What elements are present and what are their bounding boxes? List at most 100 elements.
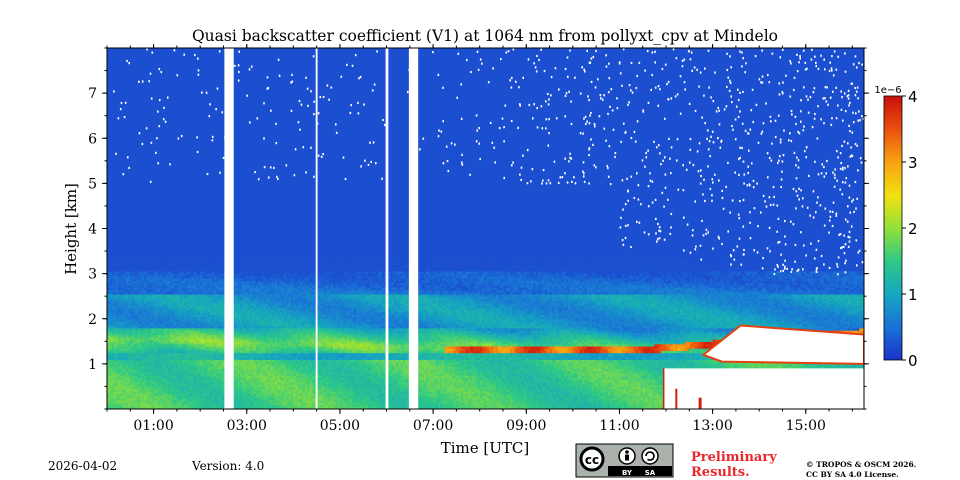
heatmap-cell [139,278,143,281]
heatmap-cell [125,388,129,392]
heatmap-cell [258,345,262,349]
heatmap-cell [235,332,238,336]
heatmap-cell [216,395,220,399]
heatmap-cell [265,370,269,374]
heatmap-cell [265,372,269,376]
heatmap-cell [146,370,150,374]
heatmap-cell [132,300,136,304]
heatmap-cell [114,400,117,403]
heatmap-cell [256,372,259,376]
heatmap-cell [190,348,194,351]
heatmap-cell [193,366,197,369]
heatmap-cell [237,316,241,320]
heatmap-cell [128,318,131,322]
heatmap-cell [109,345,113,349]
heatmap-cell [235,278,238,281]
heatmap-cell [160,372,164,376]
heatmap-cell [144,334,148,338]
heatmap-cell [118,296,122,300]
heatmap-cell [193,323,197,327]
heatmap-cell [116,357,120,360]
heatmap-cell [221,370,224,374]
heatmap-cell [111,361,115,365]
heatmap-cell [158,397,162,401]
heatmap-cell [179,350,183,354]
heatmap-cell [211,332,215,336]
heatmap-cell [125,406,129,409]
heatmap-cell [165,314,169,318]
heatmap-cell [246,325,250,329]
heatmap-cell [242,366,245,369]
heatmap-cell [132,397,136,401]
heatmap-cell [169,330,173,333]
heatmap-cell [242,321,245,324]
heatmap-cell [148,312,152,315]
heatmap-cell [123,368,127,372]
heatmap-cell [263,275,266,279]
heatmap-cell [144,379,148,383]
heatmap-cell [111,397,115,401]
heatmap-cell [116,287,120,291]
heatmap-cell [179,298,183,302]
heatmap-cell [144,327,148,331]
heatmap-cell [181,363,185,367]
heatmap-cell [260,372,264,376]
heatmap-cell [137,395,141,399]
heatmap-cell [167,314,171,318]
heatmap-cell [242,379,245,383]
heatmap-cell [174,372,178,376]
heatmap-cell [216,357,220,360]
heatmap-cell [253,330,257,333]
heatmap-cell [109,287,113,291]
heatmap-cell [235,312,238,315]
heatmap-cell [256,289,259,293]
heatmap-cell [141,359,145,363]
heatmap-cell [107,327,110,331]
heatmap-cell [263,298,266,302]
heatmap-cell [183,341,187,345]
heatmap-cell [116,370,120,374]
heatmap-cell [200,345,204,349]
heatmap-cell [246,298,250,302]
heatmap-cell [242,363,245,367]
heatmap-cell [237,402,241,406]
heatmap-cell [188,370,192,374]
heatmap-cell [162,384,166,388]
heatmap-cell [183,300,187,304]
heatmap-cell [151,323,155,327]
heatmap-cell [237,377,241,381]
heatmap-cell [251,370,255,374]
heatmap-cell [265,377,269,381]
heatmap-cell [267,343,271,347]
heatmap-cell [167,357,171,360]
heatmap-cell [188,312,192,315]
heatmap-cell [253,323,257,327]
heatmap-cell [249,336,252,340]
heatmap-cell [162,287,166,291]
heatmap-cell [195,327,199,331]
heatmap-cell [239,327,243,331]
heatmap-cell [253,363,257,367]
heatmap-cell [267,370,271,374]
heatmap-cell [195,348,199,351]
heatmap-cell [207,316,211,320]
heatmap-cell [237,280,241,284]
heatmap-cell [155,359,159,363]
heatmap-cell [202,278,206,281]
heatmap-cell [176,357,180,360]
heatmap-cell [148,321,152,324]
heatmap-cell [176,318,180,322]
heatmap-cell [218,275,222,279]
heatmap-cell [169,397,173,401]
heatmap-cell [111,341,115,345]
heatmap-cell [209,345,213,349]
heatmap-cell [211,330,215,333]
heatmap-cell [148,388,152,392]
heatmap-cell [235,293,238,297]
heatmap-cell [237,300,241,304]
heatmap-cell [267,345,271,349]
heatmap-cell [137,332,141,336]
heatmap-cell [207,339,211,342]
heatmap-cell [139,327,143,331]
heatmap-cell [256,296,259,300]
